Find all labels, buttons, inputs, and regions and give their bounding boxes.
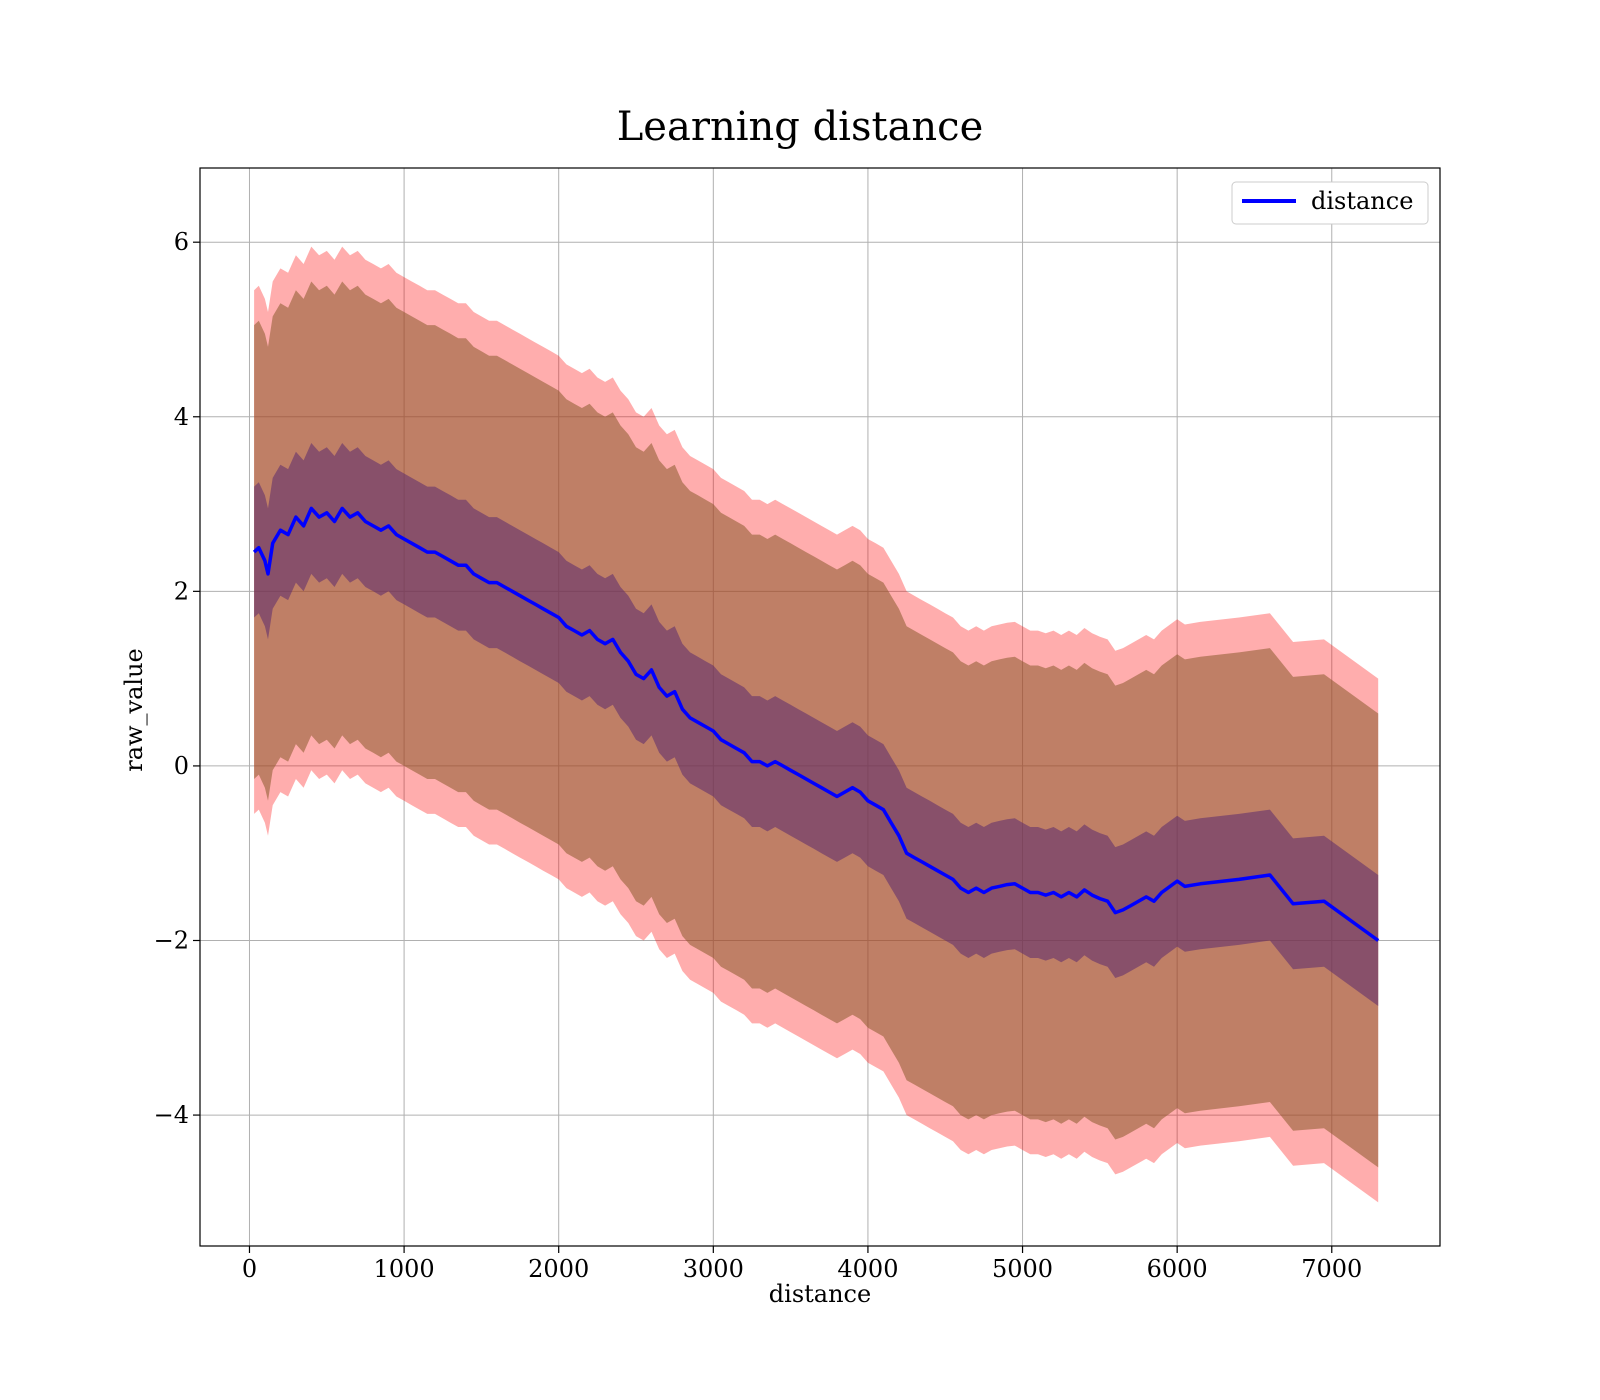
x-tick-label-3: 3000	[683, 1255, 744, 1283]
y-tick-label-1: −2	[154, 926, 189, 954]
x-tick-label-5: 5000	[992, 1255, 1053, 1283]
x-tick-label-4: 4000	[837, 1255, 898, 1283]
legend-entry-distance: distance	[1311, 187, 1413, 215]
x-axis-label: distance	[769, 1280, 871, 1308]
legend-box	[1231, 181, 1429, 225]
bands	[254, 246, 1379, 1203]
y-axis-ticks: −4 −2 0 2 4 6	[154, 228, 200, 1129]
y-tick-label-2: 0	[174, 752, 189, 780]
line-layer	[252, 506, 1380, 942]
x-tick-label-0: 0	[242, 1255, 257, 1283]
x-axis-ticks: 0 1000 2000 3000 4000 5000 6000 7000	[242, 1246, 1362, 1283]
x-tick-label-2: 2000	[528, 1255, 589, 1283]
chart-title: Learning distance	[617, 104, 984, 150]
y-tick-label-5: 6	[174, 228, 189, 256]
legend: distance	[1231, 181, 1429, 225]
band-inner	[254, 443, 1379, 1006]
series-line-distance	[252, 506, 1380, 942]
x-tick-label-6: 6000	[1147, 1255, 1208, 1283]
y-tick-label-4: 4	[174, 403, 189, 431]
x-tick-label-1: 1000	[374, 1255, 435, 1283]
y-axis-label: raw_value	[120, 648, 148, 772]
y-tick-label-0: −4	[154, 1101, 189, 1129]
y-tick-label-3: 2	[174, 577, 189, 605]
x-tick-label-7: 7000	[1301, 1255, 1362, 1283]
plot-frame	[199, 167, 1441, 1247]
